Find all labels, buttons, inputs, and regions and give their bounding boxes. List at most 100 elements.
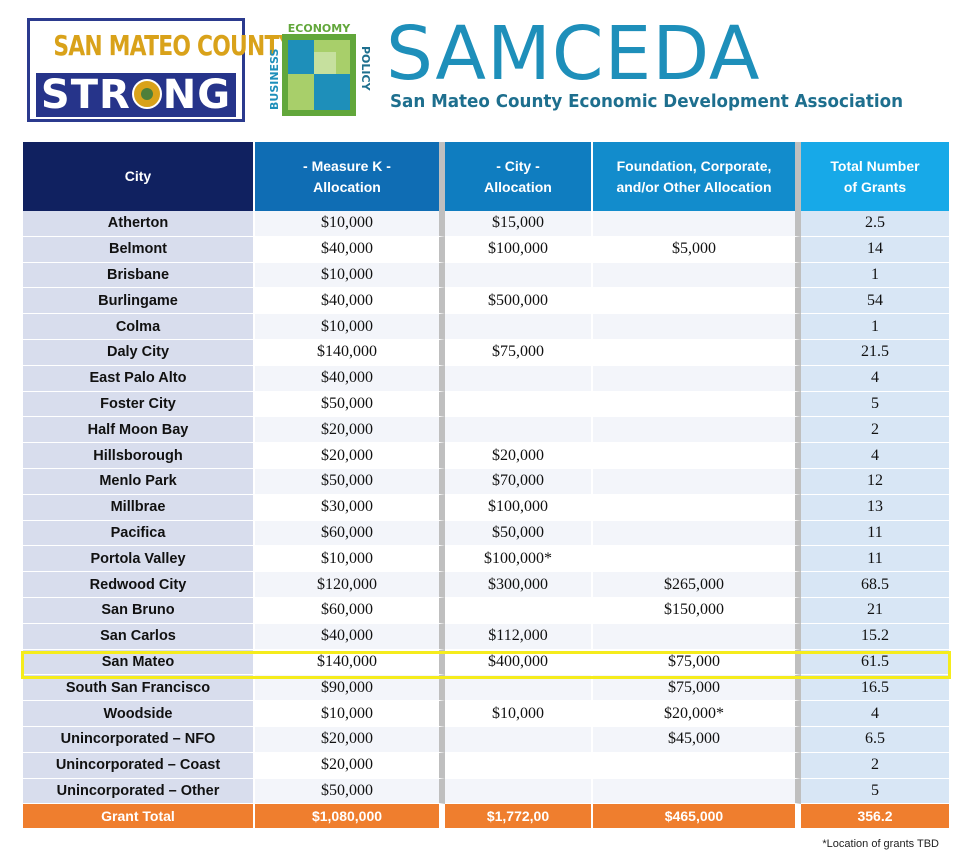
cell-measure-k: $40,000: [255, 365, 445, 392]
cell-total-grants: 2: [801, 752, 949, 779]
cell-city: Daly City: [23, 339, 255, 366]
cell-city: Unincorporated – NFO: [23, 726, 255, 753]
cell-city: Woodside: [23, 701, 255, 727]
cell-city: South San Francisco: [23, 675, 255, 702]
total-cell-other-allocation: $465,000: [593, 804, 801, 829]
cell-measure-k: $50,000: [255, 468, 445, 495]
cell-total-grants: 15.2: [801, 623, 949, 650]
cell-city: Menlo Park: [23, 468, 255, 495]
cell-city-allocation: $50,000: [445, 520, 593, 547]
table-row: Portola Valley $10,000 $100,000* 11: [23, 546, 949, 573]
emblem-policy-label: POLICY: [359, 46, 372, 92]
cell-total-grants: 4: [801, 443, 949, 469]
cell-other-allocation: [593, 211, 801, 237]
total-cell-measure-k: $1,080,000: [255, 804, 445, 829]
cell-total-grants: 1: [801, 314, 949, 340]
smc-logo-bottom-text: STR NG: [36, 73, 236, 117]
cell-city-allocation: [445, 597, 593, 624]
cell-city: Redwood City: [23, 572, 255, 598]
cell-measure-k: $140,000: [255, 649, 445, 676]
cell-measure-k: $90,000: [255, 675, 445, 702]
table-row: Woodside $10,000 $10,000 $20,000* 4: [23, 701, 949, 727]
cell-total-grants: 4: [801, 701, 949, 727]
header-measure-k: - Measure K - Allocation: [255, 142, 445, 211]
cell-city: Millbrae: [23, 494, 255, 521]
header-total-grants: Total Number of Grants: [801, 142, 949, 211]
cell-city-allocation: [445, 365, 593, 392]
table-row: San Carlos $40,000 $112,000 15.2: [23, 623, 949, 650]
cell-city-allocation: $500,000: [445, 288, 593, 315]
cell-measure-k: $120,000: [255, 572, 445, 598]
cell-measure-k: $20,000: [255, 726, 445, 753]
table-row: South San Francisco $90,000 $75,000 16.5: [23, 675, 949, 702]
cell-measure-k: $40,000: [255, 288, 445, 315]
cell-city-allocation: $70,000: [445, 468, 593, 495]
cell-city: Belmont: [23, 236, 255, 263]
samceda-emblem-icon: ECONOMY BUSINESS POLICY: [268, 22, 372, 116]
cell-total-grants: 16.5: [801, 675, 949, 702]
total-cell-total-grants: 356.2: [801, 804, 949, 829]
cell-total-grants: 12: [801, 468, 949, 495]
cell-total-grants: 11: [801, 520, 949, 547]
cell-measure-k: $30,000: [255, 494, 445, 521]
cell-city: San Bruno: [23, 597, 255, 624]
cell-total-grants: 21.5: [801, 339, 949, 366]
cell-total-grants: 1: [801, 262, 949, 289]
table-row: San Mateo $140,000 $400,000 $75,000 61.5: [23, 649, 949, 676]
cell-city: San Mateo: [23, 649, 255, 676]
table-row: Daly City $140,000 $75,000 21.5: [23, 339, 949, 366]
cell-city: Foster City: [23, 391, 255, 418]
cell-other-allocation: $75,000: [593, 649, 801, 676]
cell-other-allocation: [593, 520, 801, 547]
cell-total-grants: 6.5: [801, 726, 949, 753]
cell-total-grants: 11: [801, 546, 949, 573]
samceda-title: SAMCEDA: [386, 11, 761, 97]
table-row: Menlo Park $50,000 $70,000 12: [23, 468, 949, 495]
cell-city: Unincorporated – Coast: [23, 752, 255, 779]
header-city-allocation: - City - Allocation: [445, 142, 593, 211]
cell-other-allocation: [593, 468, 801, 495]
cell-other-allocation: [593, 417, 801, 444]
cell-city: Colma: [23, 314, 255, 340]
cell-measure-k: $20,000: [255, 417, 445, 444]
county-seal-icon: [131, 79, 162, 109]
table-row: Hillsborough $20,000 $20,000 4: [23, 443, 949, 469]
cell-measure-k: $40,000: [255, 236, 445, 263]
cell-measure-k: $10,000: [255, 701, 445, 727]
cell-other-allocation: [593, 288, 801, 315]
cell-measure-k: $10,000: [255, 314, 445, 340]
cell-total-grants: 13: [801, 494, 949, 521]
cell-city: East Palo Alto: [23, 365, 255, 392]
cell-measure-k: $40,000: [255, 623, 445, 650]
cell-city: San Carlos: [23, 623, 255, 650]
cell-measure-k: $10,000: [255, 262, 445, 289]
cell-measure-k: $10,000: [255, 546, 445, 573]
cell-total-grants: 68.5: [801, 572, 949, 598]
table-row: Colma $10,000 1: [23, 314, 949, 340]
cell-other-allocation: [593, 391, 801, 418]
cell-city: Hillsborough: [23, 443, 255, 469]
cell-city-allocation: $15,000: [445, 211, 593, 237]
table-row: Millbrae $30,000 $100,000 13: [23, 494, 949, 521]
emblem-business-label: BUSINESS: [268, 49, 281, 110]
cell-city-allocation: [445, 778, 593, 805]
cell-other-allocation: [593, 339, 801, 366]
cell-city-allocation: $100,000*: [445, 546, 593, 573]
cell-city-allocation: [445, 726, 593, 753]
cell-city: Atherton: [23, 211, 255, 237]
table-row: Burlingame $40,000 $500,000 54: [23, 288, 949, 315]
cell-city-allocation: [445, 752, 593, 779]
cell-city-allocation: $75,000: [445, 339, 593, 366]
cell-city-allocation: [445, 675, 593, 702]
total-cell-city-allocation: $1,772,00: [445, 804, 593, 829]
cell-other-allocation: [593, 365, 801, 392]
cell-total-grants: 21: [801, 597, 949, 624]
grant-total-row: Grant Total $1,080,000 $1,772,00 $465,000 35…: [23, 804, 949, 829]
cell-city-allocation: $112,000: [445, 623, 593, 650]
table-row: Foster City $50,000 5: [23, 391, 949, 418]
table-row: Redwood City $120,000 $300,000 $265,000 68.5: [23, 572, 949, 598]
cell-other-allocation: $75,000: [593, 675, 801, 702]
cell-measure-k: $20,000: [255, 752, 445, 779]
cell-total-grants: 5: [801, 778, 949, 805]
cell-other-allocation: $45,000: [593, 726, 801, 753]
